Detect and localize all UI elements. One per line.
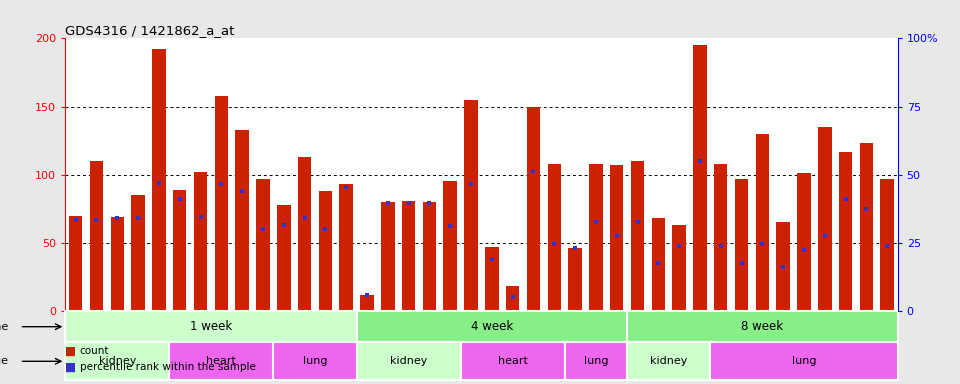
Bar [356, 311, 627, 343]
Bar [631, 161, 644, 311]
Bar [173, 190, 186, 311]
Text: ■: ■ [65, 361, 77, 374]
Bar [89, 161, 104, 311]
Bar [319, 191, 332, 311]
Bar [256, 179, 270, 311]
Bar [547, 164, 561, 311]
Bar [381, 202, 395, 311]
Text: 4 week: 4 week [470, 320, 513, 333]
Bar [235, 130, 249, 311]
Text: 1 week: 1 week [190, 320, 232, 333]
Bar [568, 248, 582, 311]
Bar [627, 343, 710, 380]
Bar [110, 217, 124, 311]
Bar [506, 286, 519, 311]
Bar [734, 179, 748, 311]
Text: heart: heart [206, 356, 236, 366]
Bar [444, 182, 457, 311]
Bar [274, 343, 356, 380]
Bar [422, 202, 436, 311]
Bar [69, 215, 83, 311]
Bar [714, 164, 728, 311]
Bar [627, 311, 898, 343]
Bar [527, 106, 540, 311]
Text: kidney: kidney [650, 356, 687, 366]
Bar [610, 165, 623, 311]
Bar [194, 172, 207, 311]
Bar [152, 49, 166, 311]
Bar [298, 157, 311, 311]
Bar [356, 343, 461, 380]
Bar [693, 45, 707, 311]
Bar [340, 184, 353, 311]
Bar [169, 343, 274, 380]
Text: lung: lung [792, 356, 816, 366]
Bar [818, 127, 831, 311]
Text: tissue: tissue [0, 356, 9, 366]
Text: lung: lung [584, 356, 608, 366]
Bar [132, 195, 145, 311]
Bar [797, 173, 811, 311]
Bar [465, 100, 478, 311]
Text: GDS4316 / 1421862_a_at: GDS4316 / 1421862_a_at [65, 24, 234, 37]
Bar [880, 179, 894, 311]
Bar [277, 205, 291, 311]
Text: time: time [0, 322, 9, 332]
Text: heart: heart [497, 356, 528, 366]
Bar [589, 164, 603, 311]
Text: percentile rank within the sample: percentile rank within the sample [80, 362, 255, 372]
Bar [65, 311, 356, 343]
Bar [564, 343, 627, 380]
Bar [652, 218, 665, 311]
Text: ■: ■ [65, 345, 77, 358]
Bar [839, 152, 852, 311]
Bar [485, 247, 498, 311]
Bar [756, 134, 769, 311]
Bar [710, 343, 898, 380]
Bar [402, 200, 416, 311]
Bar [360, 295, 373, 311]
Text: kidney: kidney [390, 356, 427, 366]
Bar [777, 222, 790, 311]
Bar [461, 343, 564, 380]
Bar [215, 96, 228, 311]
Bar [859, 143, 874, 311]
Bar [65, 343, 169, 380]
Bar [672, 225, 685, 311]
Text: count: count [80, 346, 109, 356]
Text: 8 week: 8 week [741, 320, 783, 333]
Text: lung: lung [302, 356, 327, 366]
Text: kidney: kidney [99, 356, 136, 366]
